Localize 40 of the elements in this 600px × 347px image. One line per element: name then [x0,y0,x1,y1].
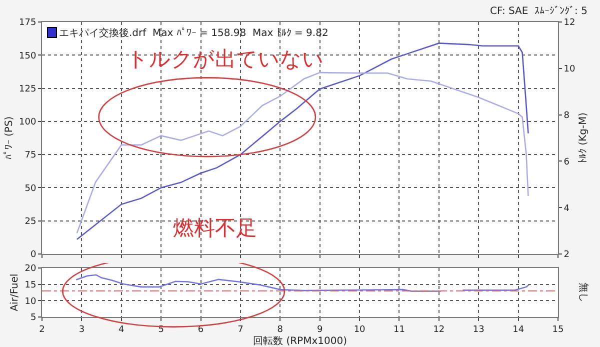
text: CF: SAE ｽﾑｰｼﾞﾝｸﾞ: 5 [490,5,588,17]
x-tick-label: 10 [354,324,366,335]
x-tick-label: 3 [78,324,85,335]
x-tick-label: 2 [39,324,45,335]
x-tick-label: 12 [433,324,445,335]
annotation: 燃料不足 [173,216,257,240]
x-axis-title: 回転数 (RPMx1000) [253,336,348,347]
x-tick-label: 15 [552,324,564,335]
x-tick-label: 7 [238,324,244,335]
y2-tick-label: 12 [564,18,576,28]
y-tick-label: 25 [24,217,36,228]
y-tick-label: 150 [19,51,36,62]
y2-tick-label: 6 [564,157,570,168]
x-tick-label: 8 [277,324,284,335]
y-tick-label: 75 [24,150,36,161]
y-tick-label: 100 [19,118,36,128]
x-tick-label: 9 [316,324,323,335]
y-axis-title: Air/Fuel [10,274,21,312]
annotation: エキパイ交換後.drf Max ﾊﾟﾜｰ = 158.98 Max ﾄﾙｸ = 9.82 [59,27,328,39]
annotation: トルクが出ていない [127,47,324,71]
x-tick-label: 11 [394,324,405,335]
y-tick-label: 15 [24,280,36,290]
x-tick-label: 14 [512,324,524,335]
y-tick-label: 10 [24,296,36,307]
y2-tick-label: 8 [564,110,570,121]
y2-tick-label: 10 [564,64,576,75]
x-tick-label: 4 [118,324,125,335]
y-tick-label: 5 [30,313,36,324]
y-tick-label: 50 [24,184,36,194]
line-series [76,42,529,240]
y2-tick-label: 2 [564,250,570,260]
y2-tick-label: 4 [564,204,570,214]
x-tick-label: 13 [472,324,484,335]
text: 無し [578,282,590,302]
y-tick-label: 125 [19,84,36,94]
y2-axis-title: ﾄﾙｸ (Kg-M) [578,112,590,164]
y-tick-label: 20 [24,264,36,274]
y-tick-label: 0 [30,250,36,260]
y-tick-label: 175 [19,18,36,28]
y-axis-title: ﾊﾟﾜｰ (PS) [4,116,16,160]
